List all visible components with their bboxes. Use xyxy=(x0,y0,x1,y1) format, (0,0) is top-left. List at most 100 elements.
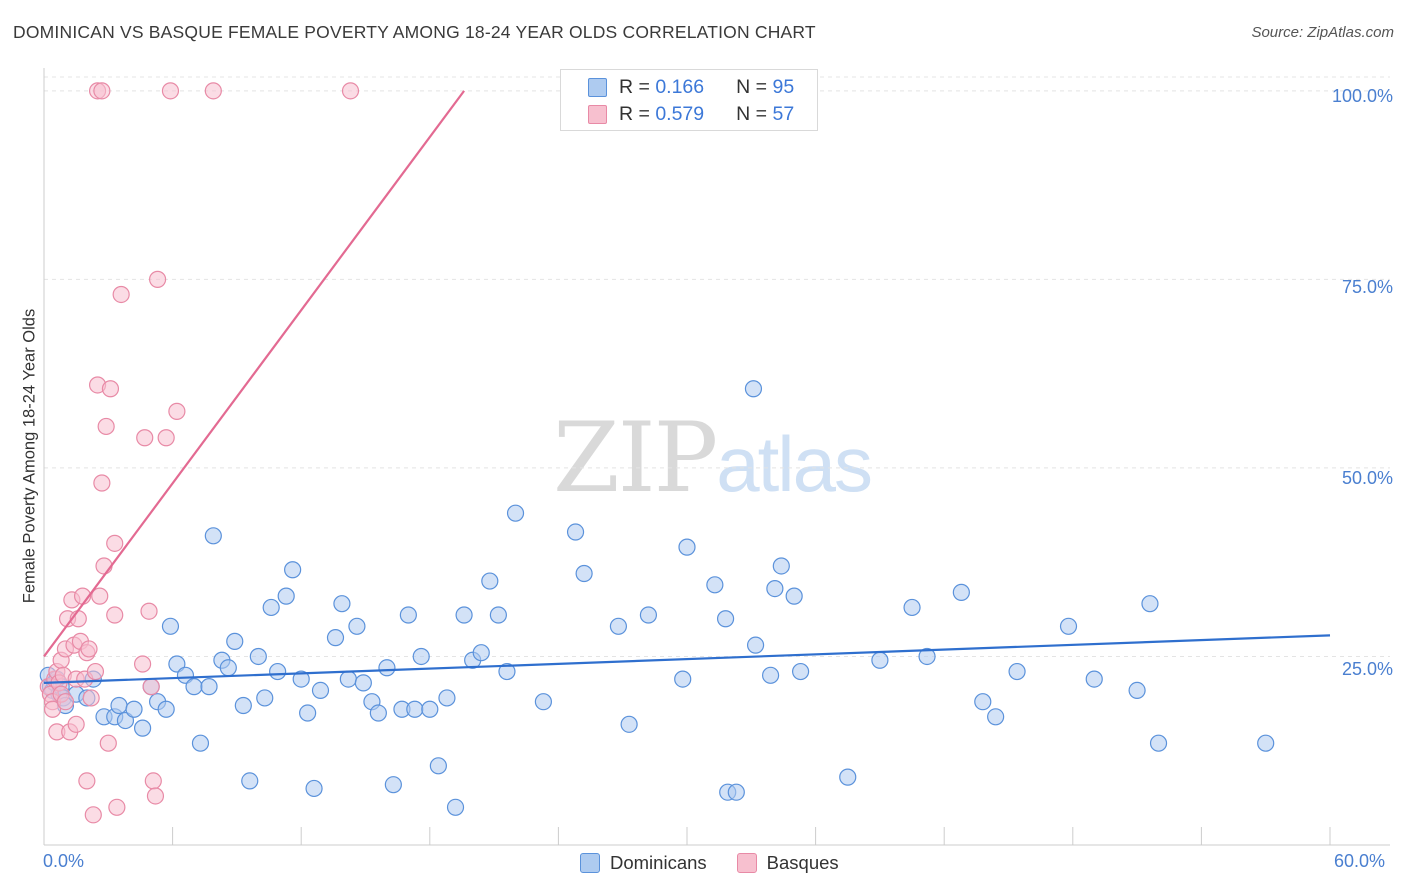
dominican-point xyxy=(277,587,295,605)
dominican-point xyxy=(489,606,507,624)
legend-r-value: 0.166 xyxy=(655,75,705,98)
dominican-point xyxy=(354,674,372,692)
legend-row-basques: R = 0.579 N = 57 xyxy=(561,101,794,127)
dominican-point xyxy=(369,704,387,722)
dominican-point xyxy=(987,708,1005,726)
legend-swatch-blue xyxy=(588,77,607,97)
legend-swatch-basques xyxy=(736,853,757,873)
dominican-point xyxy=(339,670,357,688)
dominican-point xyxy=(1149,734,1168,752)
dominican-point xyxy=(384,776,402,794)
dominican-point xyxy=(716,610,735,628)
legend-n-label: N = xyxy=(736,75,768,98)
dominican-point xyxy=(176,666,195,684)
x-tick-max: 60.0% xyxy=(1334,851,1386,871)
basque-point xyxy=(101,380,120,398)
dominican-point xyxy=(249,647,267,666)
dominican-point xyxy=(311,681,330,700)
dominican-point xyxy=(1008,662,1026,681)
dominican-point xyxy=(234,696,252,715)
source-label: Source: ZipAtlas.com xyxy=(1251,24,1394,41)
dominican-point xyxy=(305,779,323,798)
basque-point xyxy=(140,602,158,620)
dominican-point xyxy=(1085,670,1103,688)
dominican-point xyxy=(918,647,936,666)
dominican-point xyxy=(378,659,396,677)
dominican-point xyxy=(133,719,152,737)
dominican-point xyxy=(200,678,218,696)
dominican-point xyxy=(185,678,203,696)
watermark-zip: ZIP xyxy=(553,402,718,514)
basque-point xyxy=(168,402,186,420)
dominican-point xyxy=(575,564,593,583)
dominican-point xyxy=(161,617,180,635)
grid-layer xyxy=(44,76,1390,657)
basque-point xyxy=(204,82,222,100)
y-tick-75: 75.0% xyxy=(1341,277,1393,297)
basque-point xyxy=(99,734,117,752)
dominican-point xyxy=(746,636,765,654)
dominican-point xyxy=(534,693,552,711)
legend-n-value: 95 xyxy=(772,75,795,98)
point-layer xyxy=(39,82,1275,824)
legend-r-label: R = xyxy=(619,102,650,125)
dominican-point xyxy=(1128,681,1146,700)
dominican-point xyxy=(727,783,745,801)
dominican-point xyxy=(226,632,244,650)
dominican-point xyxy=(498,662,516,681)
legend-n-label: N = xyxy=(736,102,768,125)
dominican-point xyxy=(481,572,499,590)
dominican-point xyxy=(333,595,351,613)
basque-point xyxy=(157,429,175,447)
legend-row-dominicans: R = 0.166 N = 95 xyxy=(561,74,794,100)
dominican-point xyxy=(472,644,490,662)
dominican-point xyxy=(903,598,921,617)
dominican-point xyxy=(348,617,366,635)
basque-point xyxy=(133,655,152,673)
dominican-point xyxy=(256,689,274,707)
dominican-point xyxy=(110,696,128,715)
legend-item-dominicans[interactable]: Dominicans xyxy=(580,852,707,874)
dominican-point xyxy=(772,557,790,575)
series-legend: Dominicans Basques xyxy=(580,852,869,874)
dominican-point xyxy=(609,617,628,635)
y-tick-25: 25.0% xyxy=(1341,659,1393,679)
basque-point xyxy=(78,772,96,790)
y-tick-50: 50.0% xyxy=(1341,468,1393,488)
dominican-point xyxy=(406,700,424,718)
dominican-point xyxy=(785,587,803,605)
basque-point xyxy=(43,700,62,718)
basque-point xyxy=(142,678,160,696)
legend-label-basques: Basques xyxy=(766,852,839,873)
basque-point xyxy=(136,429,154,447)
y-axis-label: Female Poverty Among 18-24 Year Olds xyxy=(20,308,39,604)
dominican-point xyxy=(262,598,280,617)
legend-swatch-pink xyxy=(588,104,607,124)
dominican-point xyxy=(566,523,585,541)
dominican-point xyxy=(157,700,175,718)
basque-point xyxy=(161,82,180,100)
basque-point xyxy=(148,270,167,288)
dominican-point xyxy=(1141,595,1159,613)
legend-item-basques[interactable]: Basques xyxy=(736,852,839,874)
dominican-trend-line xyxy=(43,634,1331,684)
legend-r-label: R = xyxy=(619,75,650,98)
basque-point xyxy=(95,557,113,575)
legend-label-dominicans: Dominicans xyxy=(610,852,707,873)
stats-legend: R = 0.166 N = 95 R = 0.579 N = 57 xyxy=(560,69,818,131)
dominican-point xyxy=(116,711,135,730)
basque-point xyxy=(86,662,105,681)
legend-r-value: 0.579 xyxy=(655,102,705,125)
dominican-point xyxy=(421,700,439,718)
basque-point xyxy=(93,474,111,492)
basque-point xyxy=(146,787,165,805)
dominican-point xyxy=(168,655,186,673)
dominican-point xyxy=(284,561,302,579)
dominican-point xyxy=(974,693,992,711)
dominican-point xyxy=(326,629,345,647)
dominican-point xyxy=(299,704,317,722)
dominican-point xyxy=(744,380,763,398)
basque-point xyxy=(67,715,85,733)
basque-point xyxy=(97,417,115,436)
